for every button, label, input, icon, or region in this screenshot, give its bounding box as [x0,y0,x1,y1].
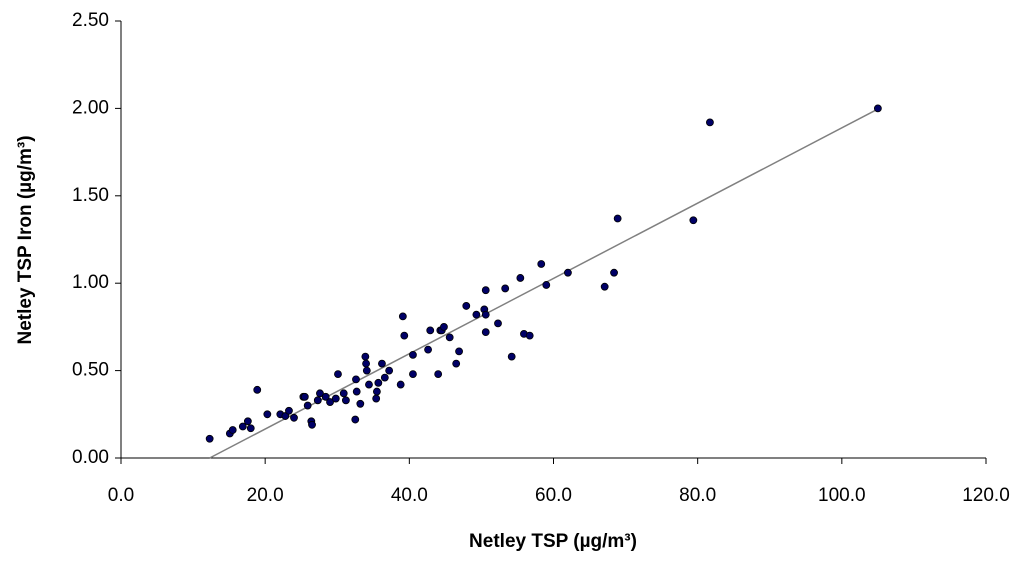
data-point [613,214,622,223]
data-point [481,310,490,319]
data-point [300,392,309,401]
data-point [361,352,370,361]
data-point [372,387,381,396]
data-point [873,104,882,113]
data-point [380,373,389,382]
x-tick-label: 40.0 [391,485,428,506]
data-point [600,282,609,291]
x-tick-label: 100.0 [818,485,866,506]
data-point [331,394,340,403]
data-point [205,434,214,443]
data-point [316,389,324,398]
data-point [372,394,381,403]
data-point [281,412,290,420]
y-tick-label: 2.50 [72,10,109,31]
data-point [542,281,551,289]
data-point [424,345,432,354]
data-point [452,359,461,368]
x-tick-label: 0.0 [108,485,134,506]
data-point [501,284,510,293]
x-tick-label: 120.0 [962,485,1010,506]
data-point [507,352,516,361]
data-point [472,310,481,319]
data-point [689,216,698,225]
data-point [494,319,502,328]
data-point [326,398,334,406]
data-point [481,328,490,337]
data-point [537,260,546,268]
data-point [374,378,383,387]
data-point [352,375,360,384]
data-point [228,426,237,434]
data-point [321,392,330,401]
data-point [525,331,534,340]
data-point [434,370,443,378]
data-point [365,380,373,389]
data-point [341,396,350,405]
data-point [356,399,365,408]
data-point [238,422,247,431]
x-tick-label: 60.0 [535,485,572,506]
data-point [445,333,454,342]
data-point [334,370,342,378]
y-tick-label: 1.50 [72,185,109,206]
data-point [253,385,262,394]
x-tick-label: 20.0 [247,485,284,506]
data-point [362,359,370,368]
data-point [440,322,448,331]
data-point [243,417,252,426]
data-point [263,410,272,419]
data-point [339,389,348,398]
data-point [362,366,371,375]
data-point [564,268,572,277]
data-point [246,424,255,433]
data-point [308,420,316,429]
y-tick-label: 1.00 [72,272,109,293]
y-axis-title: Netley TSP Iron (µg/m³) [15,135,36,344]
data-point [409,350,417,359]
x-axis-title: Netley TSP (µg/m³) [469,531,637,552]
data-point [706,118,714,127]
data-point [455,347,463,356]
data-point [303,401,312,410]
data-point [285,406,293,415]
y-tick-label: 0.00 [72,447,109,468]
data-point [378,359,386,368]
data-point [426,326,435,335]
y-tick-label: 0.50 [72,360,109,381]
data-point [385,366,394,375]
data-point [396,380,405,389]
data-point [290,413,298,422]
data-point [398,312,407,321]
data-point [462,302,471,310]
data-point [400,331,409,340]
data-point [313,396,322,405]
data-point [516,274,525,282]
data-point [351,415,360,424]
x-tick-label: 80.0 [679,485,716,506]
data-point [481,286,490,295]
data-point [409,370,417,378]
data-point [610,268,618,277]
y-tick-label: 2.00 [72,97,109,118]
data-point [352,387,361,396]
